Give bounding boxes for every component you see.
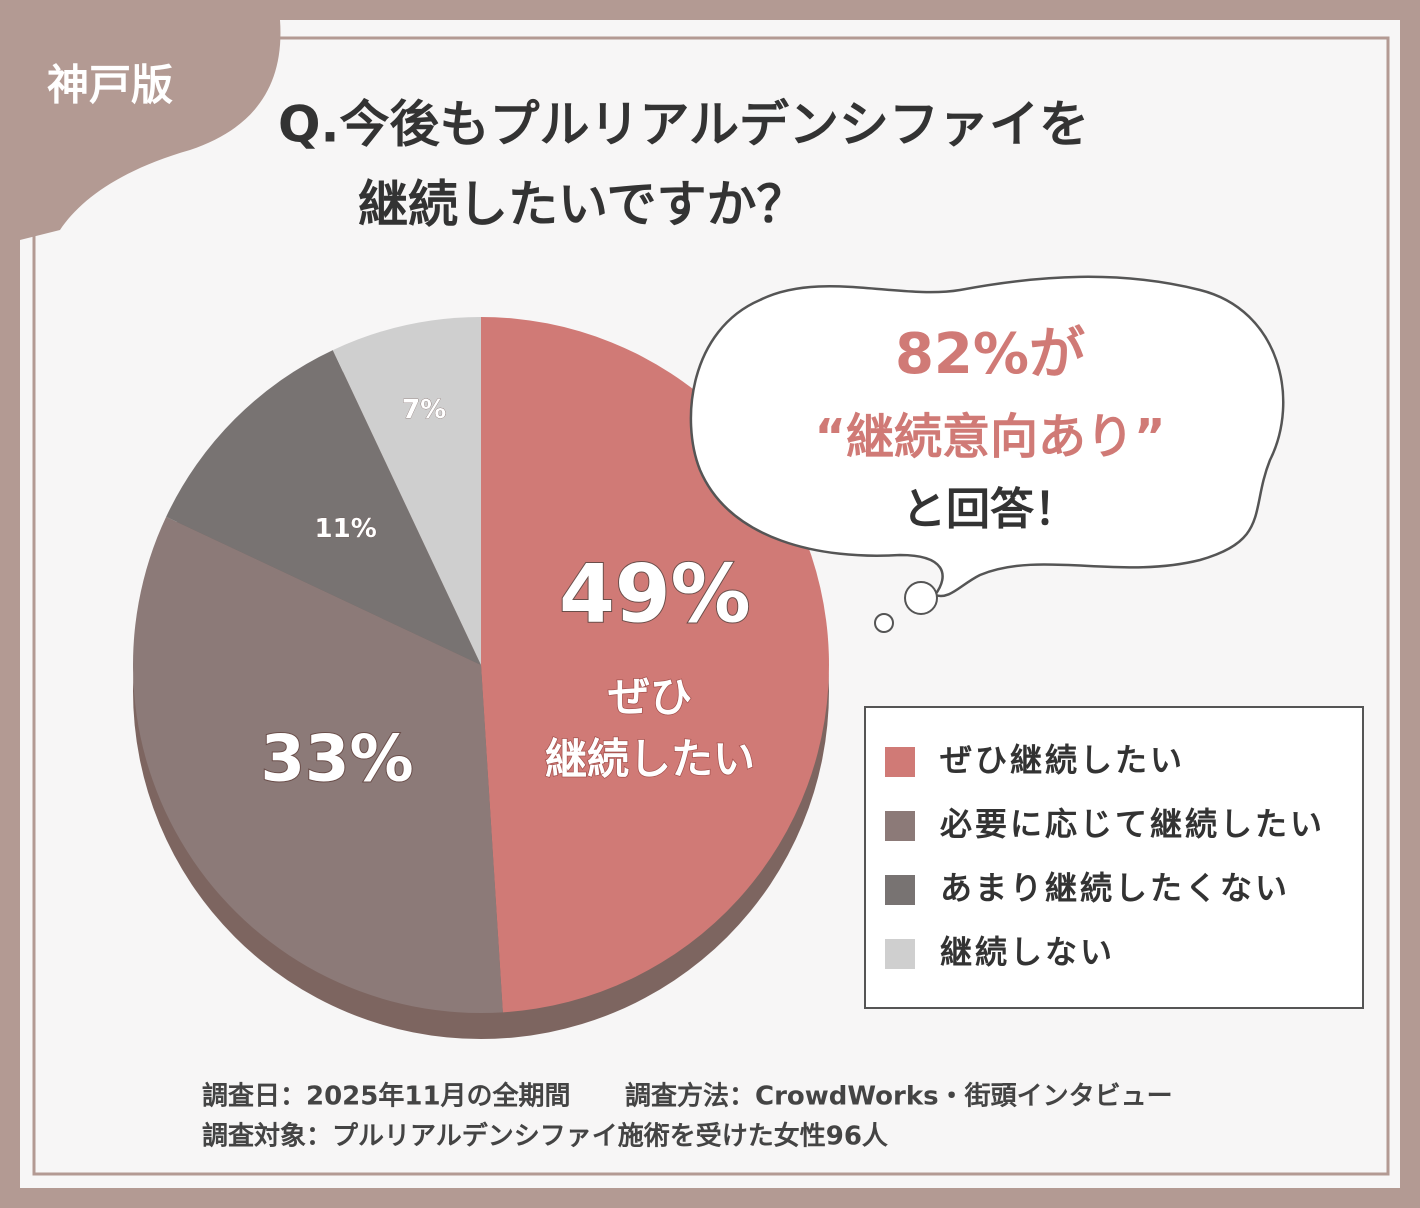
slice-annotation: 継続したい	[545, 735, 755, 784]
inner-border	[32, 36, 1390, 1176]
legend-swatch	[885, 811, 915, 841]
chart-title: 継続したいですか？	[358, 176, 807, 234]
data-label: 7%	[402, 395, 446, 425]
legend-label: 継続しない	[940, 933, 1115, 971]
data-label: 11%	[315, 514, 377, 544]
pie-slice	[332, 317, 481, 665]
chart-title: Q.今後もプルリアルデンシファイを	[278, 96, 1089, 154]
callout-bubble	[689, 275, 1285, 598]
legend-label: あまり継続したくない	[940, 869, 1290, 907]
badge-shape	[20, 20, 281, 240]
badge: 神戸版	[47, 61, 173, 110]
footer: 調査対象：プルリアルデンシファイ施術を受けた女性96人	[202, 1121, 888, 1152]
legend-swatch	[885, 747, 915, 777]
legend-swatch	[885, 939, 915, 969]
footer: 調査日：2025年11月の全期間	[202, 1081, 571, 1112]
callout-text: と回答！	[902, 484, 1078, 535]
callout-text: 82%が	[895, 322, 1085, 387]
bubble-dot	[874, 613, 894, 633]
pie-slice	[132, 516, 503, 1013]
legend-swatch	[885, 875, 915, 905]
data-label: 49%	[559, 548, 750, 641]
callout-text: “継続意向あり”	[814, 409, 1165, 465]
footer: 調査方法：CrowdWorks・街頭インタビュー	[625, 1081, 1173, 1112]
legend	[864, 706, 1364, 1009]
bubble-dot	[904, 581, 938, 615]
slice-annotation: ぜひ	[608, 673, 692, 722]
data-label: 33%	[260, 722, 413, 796]
pie-slice	[166, 350, 481, 665]
legend-label: ぜひ継続したい	[940, 741, 1185, 779]
legend-label: 必要に応じて継続したい	[940, 805, 1325, 843]
